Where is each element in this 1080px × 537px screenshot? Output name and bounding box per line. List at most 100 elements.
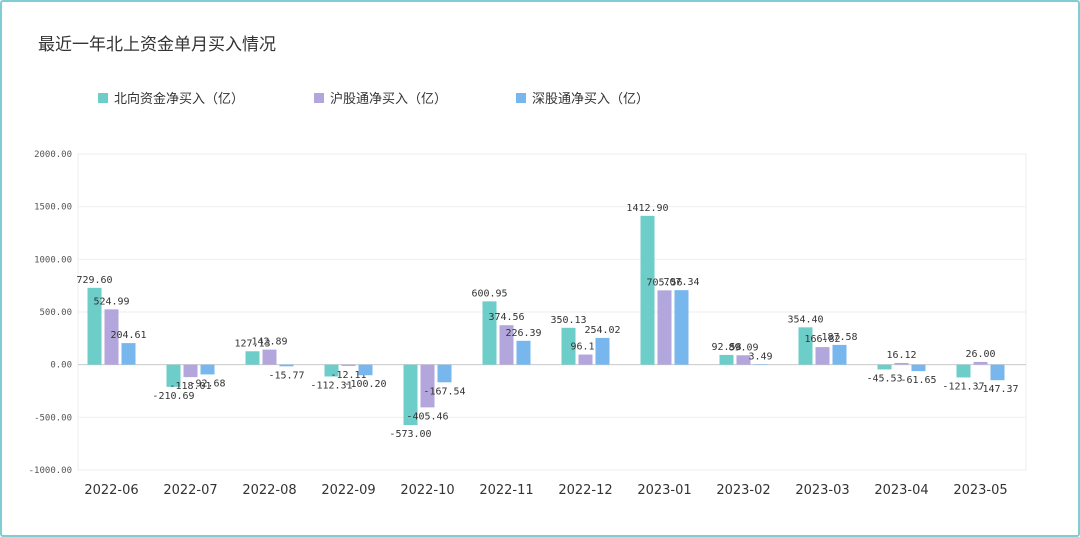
- bar: [815, 347, 830, 365]
- data-label: 89.09: [728, 342, 758, 353]
- x-tick-label: 2023-04: [874, 483, 928, 498]
- legend-item-north[interactable]: 北向资金净买入（亿）: [98, 88, 244, 107]
- data-label: 600.95: [471, 288, 507, 299]
- y-tick-label: 1000.00: [34, 255, 72, 265]
- data-label: -100.20: [344, 379, 386, 390]
- bar: [482, 301, 497, 365]
- bar: [104, 309, 119, 365]
- legend-label-shenzhen: 深股通净买入（亿）: [532, 92, 650, 107]
- y-tick-label: -500.00: [34, 413, 72, 423]
- chart-title: 最近一年北上资金单月买入情况: [38, 35, 276, 55]
- y-tick-label: 0.00: [50, 361, 72, 371]
- data-label: 374.56: [488, 312, 524, 323]
- legend-label-shanghai: 沪股通净买入（亿）: [330, 92, 448, 107]
- bar: [437, 364, 452, 383]
- data-label: -210.69: [152, 391, 194, 402]
- data-label: 166.82: [804, 334, 840, 345]
- bar: [341, 364, 356, 366]
- data-label: 524.99: [93, 296, 129, 307]
- bar: [324, 364, 339, 377]
- x-tick-label: 2023-02: [716, 483, 770, 498]
- data-label: -167.54: [423, 386, 465, 397]
- data-label: -61.65: [900, 375, 936, 386]
- data-label: 707.34: [663, 277, 699, 288]
- bar: [87, 287, 102, 365]
- bar: [403, 364, 418, 426]
- bar: [753, 364, 768, 365]
- bar: [798, 327, 813, 365]
- bar: [200, 364, 215, 375]
- x-tick-label: 2022-12: [558, 483, 612, 498]
- x-tick-label: 2023-05: [953, 483, 1007, 498]
- data-label: -92.68: [189, 378, 225, 389]
- legend-item-shanghai[interactable]: 沪股通净买入（亿）: [314, 88, 447, 107]
- bar: [911, 364, 926, 372]
- bar: [166, 364, 181, 387]
- data-label: 254.02: [584, 325, 620, 336]
- data-label: -147.37: [976, 384, 1018, 395]
- bar: [420, 364, 435, 408]
- x-tick-label: 2022-11: [479, 483, 533, 498]
- bar: [578, 354, 593, 365]
- data-label: -45.53: [866, 373, 902, 384]
- data-label: 204.61: [110, 330, 146, 341]
- data-label: 92.58: [711, 342, 741, 353]
- data-label: 96.11: [570, 342, 600, 353]
- x-tick-label: 2023-01: [637, 483, 691, 498]
- legend-swatch-shanghai: [314, 92, 324, 103]
- data-label: 350.13: [550, 315, 586, 326]
- data-label: -12.11: [330, 370, 366, 381]
- data-label: -121.37: [942, 381, 984, 392]
- bar: [358, 364, 373, 376]
- data-label: 1412.90: [626, 203, 668, 214]
- y-tick-label: 2000.00: [34, 150, 72, 160]
- legend-label-north: 北向资金净买入（亿）: [114, 92, 245, 107]
- x-tick-label: 2022-09: [321, 483, 375, 498]
- data-label: 729.60: [76, 275, 112, 286]
- y-tick-label: 500.00: [39, 308, 72, 318]
- bar: [832, 344, 847, 365]
- bar: [674, 290, 689, 365]
- bar: [894, 362, 909, 365]
- data-label: 127.13: [234, 338, 270, 349]
- bar: [877, 364, 892, 370]
- data-label: 226.39: [505, 328, 541, 339]
- data-label: 142.89: [251, 337, 287, 348]
- data-label: 187.58: [821, 332, 857, 343]
- bar: [279, 364, 294, 367]
- data-label: -15.77: [268, 370, 304, 381]
- x-tick-label: 2022-06: [84, 483, 138, 498]
- bar: [262, 349, 277, 365]
- bar: [973, 361, 988, 365]
- legend-swatch-shenzhen: [516, 92, 526, 103]
- bar: [956, 364, 971, 378]
- x-tick-label: 2022-08: [242, 483, 296, 498]
- bar: [561, 327, 576, 365]
- data-label: 705.56: [646, 277, 682, 288]
- data-label: 16.12: [886, 350, 916, 361]
- bar: [121, 343, 136, 365]
- data-label: -112.31: [310, 380, 352, 391]
- bar: [657, 290, 672, 365]
- legend-item-shenzhen[interactable]: 深股通净买入（亿）: [516, 88, 649, 107]
- bar: [499, 325, 514, 365]
- data-label: 354.40: [787, 314, 823, 325]
- data-label: -405.46: [406, 411, 448, 422]
- data-label: -573.00: [389, 429, 431, 440]
- y-tick-label: -1000.00: [29, 466, 72, 476]
- bar: [990, 364, 1005, 381]
- x-tick-label: 2022-07: [163, 483, 217, 498]
- bar: [736, 355, 751, 365]
- data-label: 26.00: [965, 349, 995, 360]
- data-label: -118.01: [169, 381, 211, 392]
- bar: [595, 337, 610, 365]
- bar: [245, 351, 260, 365]
- y-tick-label: 1500.00: [34, 203, 72, 213]
- bar: [719, 354, 734, 365]
- x-tick-label: 2023-03: [795, 483, 849, 498]
- x-tick-label: 2022-10: [400, 483, 454, 498]
- data-label: 3.49: [748, 351, 772, 362]
- legend-swatch-north: [98, 92, 108, 103]
